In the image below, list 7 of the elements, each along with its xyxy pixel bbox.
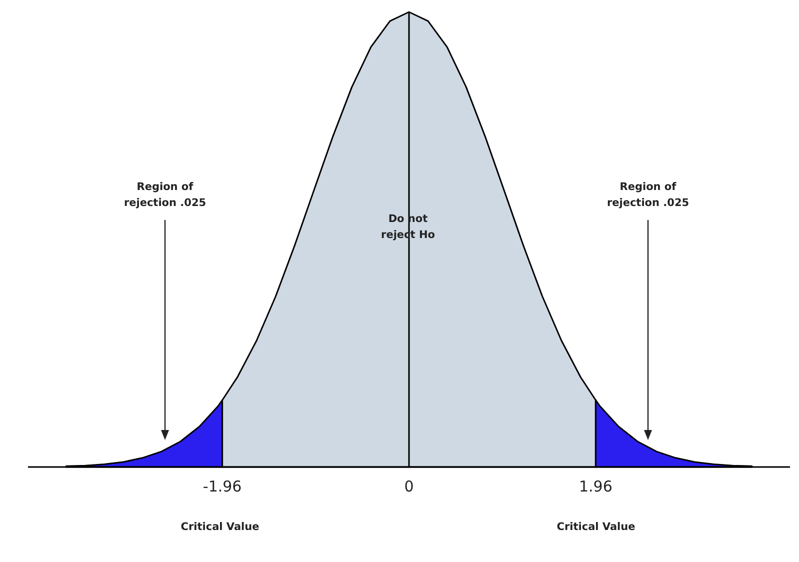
- x-tick-label: -1.96: [202, 478, 242, 496]
- x-tick-label: 0: [404, 478, 414, 496]
- text: Critical Value: [180, 521, 260, 533]
- text: Critical Value: [556, 521, 636, 533]
- x-tick-label: 1.96: [578, 478, 612, 496]
- annotation: Region of rejection .025: [606, 181, 690, 209]
- annotation: Region of rejection .025: [124, 181, 206, 209]
